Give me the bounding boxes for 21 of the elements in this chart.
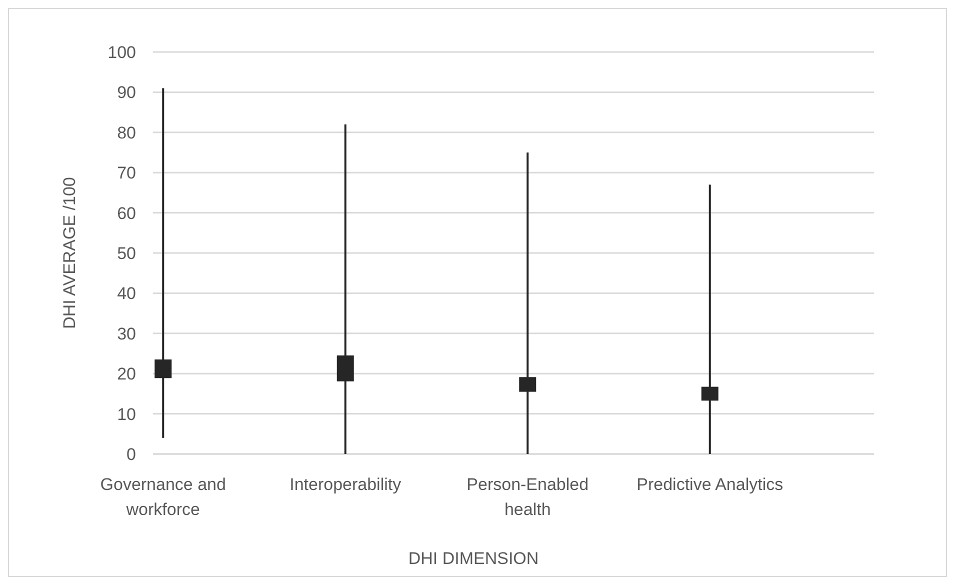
y-tick-label: 0 (126, 444, 136, 464)
y-tick-label: 20 (117, 364, 136, 384)
y-tick-label: 50 (117, 244, 136, 263)
y-tick-label: 60 (117, 204, 136, 223)
y-tick-label: 80 (117, 123, 136, 142)
x-tick-label: Person-Enabled health (466, 475, 589, 519)
x-axis-title: DHI DIMENSION (408, 549, 539, 568)
x-tick-label: Interoperability (290, 475, 402, 494)
x-tick-label: Governance and workforce (100, 475, 226, 519)
y-tick-label: 90 (117, 83, 136, 102)
y-tick-label: 40 (117, 284, 136, 304)
y-tick-label: 100 (108, 42, 136, 62)
y-axis-title: DHI AVERAGE /100 (60, 177, 79, 329)
y-tick-label: 70 (117, 164, 136, 183)
candlestick (154, 88, 172, 438)
y-tick-label: 30 (117, 324, 136, 344)
candlestick (519, 152, 536, 454)
candlestick (701, 184, 718, 454)
y-tick-label: 10 (117, 404, 136, 424)
x-tick-label: Predictive Analytics (636, 475, 784, 494)
candlestick (336, 124, 354, 454)
